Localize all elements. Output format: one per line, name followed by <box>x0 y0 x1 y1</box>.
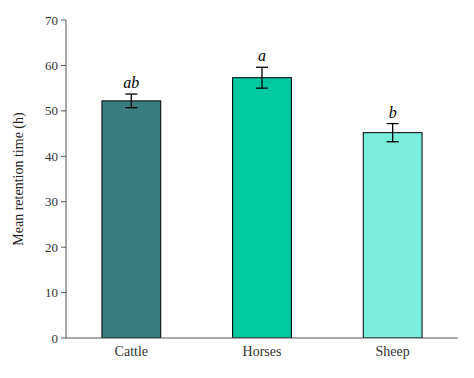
y-tick <box>61 201 66 202</box>
y-tick <box>61 65 66 66</box>
y-tick <box>61 156 66 157</box>
significance-label: a <box>258 47 266 64</box>
y-tick-label: 20 <box>45 240 58 255</box>
annotations: abab <box>123 47 396 120</box>
y-axis-label: Mean retention time (h) <box>11 112 27 246</box>
x-tick-label: Horses <box>243 344 282 359</box>
y-tick-label: 70 <box>45 13 58 28</box>
x-ticks: Cattle Horses Sheep <box>115 344 410 359</box>
y-tick <box>61 20 66 21</box>
y-ticks: 0 10 20 30 40 50 60 70 <box>45 13 66 346</box>
error-bar <box>256 67 268 88</box>
significance-label: b <box>389 104 397 121</box>
y-tick <box>61 338 66 339</box>
x-axis-line <box>66 338 458 339</box>
y-tick-label: 10 <box>45 285 58 300</box>
x-tick-label: Sheep <box>376 344 410 359</box>
error-line <box>131 94 132 108</box>
error-cap <box>256 67 268 68</box>
y-tick <box>61 110 66 111</box>
error-cap <box>387 123 399 124</box>
x-tick-label: Cattle <box>115 344 148 359</box>
bar <box>233 78 292 338</box>
error-cap <box>125 107 137 108</box>
error-cap <box>387 141 399 142</box>
y-tick-label: 40 <box>45 149 58 164</box>
y-tick-label: 30 <box>45 194 58 209</box>
bar <box>102 101 161 338</box>
y-tick-label: 50 <box>45 103 58 118</box>
error-cap <box>256 87 268 88</box>
error-line <box>392 124 393 142</box>
chart-container: 0 10 20 30 40 50 60 70 Mean retention time (h) Ca… <box>0 0 474 378</box>
error-bar <box>125 94 137 108</box>
y-tick-label: 60 <box>45 58 58 73</box>
y-axis-line <box>66 20 67 338</box>
significance-label: ab <box>123 74 139 91</box>
y-tick-label: 0 <box>52 331 59 346</box>
chart-svg: 0 10 20 30 40 50 60 70 Mean retention time (h) Ca… <box>0 0 474 378</box>
y-tick <box>61 247 66 248</box>
y-tick <box>61 292 66 293</box>
error-bar <box>387 124 399 142</box>
error-cap <box>125 93 137 94</box>
bar <box>363 133 422 338</box>
bars <box>102 67 422 338</box>
error-line <box>261 67 262 88</box>
